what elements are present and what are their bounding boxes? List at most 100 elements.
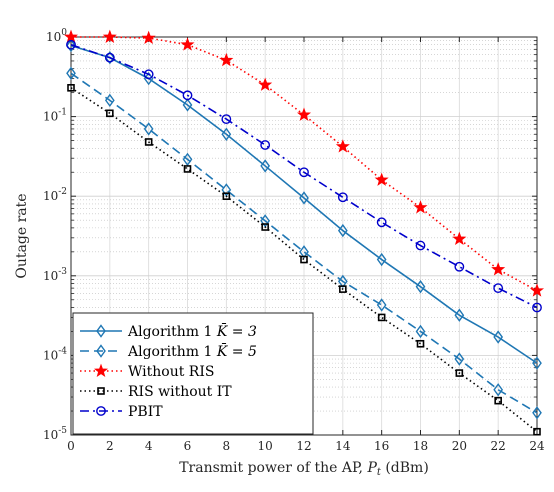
series-3 bbox=[67, 84, 541, 436]
series-point bbox=[529, 283, 545, 297]
x-tick-label: 6 bbox=[184, 439, 192, 453]
x-tick-label: 0 bbox=[67, 439, 75, 453]
series-point bbox=[454, 308, 465, 322]
series-point bbox=[221, 183, 232, 197]
y-tick-label: 10-2 bbox=[43, 187, 67, 203]
y-axis-ticks: 100 10-1 10-2 10-3 10-4 10-5 bbox=[43, 28, 537, 442]
series-point bbox=[452, 231, 467, 245]
series-line bbox=[70, 43, 538, 309]
series-point bbox=[219, 52, 234, 67]
x-tick-label: 12 bbox=[296, 439, 311, 453]
x-tick-label: 18 bbox=[413, 439, 428, 453]
series-point bbox=[221, 127, 232, 141]
legend-marker bbox=[96, 344, 106, 358]
x-tick-label: 2 bbox=[106, 439, 114, 453]
legend-box bbox=[72, 312, 314, 435]
series-layer bbox=[63, 29, 545, 436]
series-line bbox=[70, 72, 538, 414]
x-tick-label: 24 bbox=[529, 439, 545, 453]
series-point bbox=[63, 29, 79, 43]
series-point bbox=[339, 285, 347, 293]
y-tick-label: 10-5 bbox=[43, 426, 67, 442]
series-point bbox=[182, 98, 193, 112]
series-point bbox=[299, 191, 309, 205]
series-point bbox=[222, 192, 231, 200]
legend-label: Algorithm 1 K̄ = 3 bbox=[127, 322, 257, 340]
series-point bbox=[260, 140, 271, 150]
series-point bbox=[335, 139, 350, 153]
series-point bbox=[143, 122, 154, 136]
series-point bbox=[533, 427, 541, 436]
legend-label: Algorithm 1 K̄ = 5 bbox=[127, 342, 257, 360]
series-point bbox=[454, 352, 465, 366]
x-tick-label: 10 bbox=[258, 439, 273, 453]
x-tick-label: 14 bbox=[335, 439, 351, 453]
x-tick-label: 4 bbox=[145, 439, 153, 453]
y-axis-label: Outage rate bbox=[14, 193, 30, 278]
series-point bbox=[337, 192, 348, 203]
series-point bbox=[376, 252, 387, 267]
series-point bbox=[454, 261, 465, 272]
series-point bbox=[415, 240, 426, 251]
series-point bbox=[299, 167, 309, 178]
legend-label: RIS without IT bbox=[128, 384, 232, 400]
series-point bbox=[337, 223, 348, 238]
series-point bbox=[493, 330, 504, 344]
series-1 bbox=[66, 66, 542, 420]
series-point bbox=[104, 93, 115, 108]
x-tick-label: 22 bbox=[491, 439, 506, 453]
series-point bbox=[182, 90, 193, 101]
series-point bbox=[493, 383, 504, 397]
series-point bbox=[300, 255, 308, 264]
series-point bbox=[494, 396, 502, 405]
legend-label: PBIT bbox=[128, 404, 163, 420]
series-point bbox=[296, 107, 312, 121]
series-point bbox=[221, 114, 232, 125]
series-point bbox=[180, 37, 195, 51]
y-tick-label: 10-4 bbox=[43, 346, 67, 362]
legend-marker bbox=[96, 406, 106, 416]
y-tick-label: 10-1 bbox=[43, 108, 67, 124]
series-point bbox=[532, 356, 542, 370]
legend: Algorithm 1 K̄ = 3 Algorithm 1 K̄ = 5 With… bbox=[72, 312, 314, 435]
series-point bbox=[491, 262, 506, 276]
series-point bbox=[66, 66, 76, 80]
series-point bbox=[493, 283, 504, 294]
series-point bbox=[66, 38, 76, 53]
series-point bbox=[106, 109, 114, 118]
series-point bbox=[104, 50, 115, 65]
series-point bbox=[377, 313, 386, 322]
legend-label: Without RIS bbox=[128, 364, 214, 380]
series-point bbox=[261, 223, 269, 231]
series-point bbox=[102, 29, 117, 43]
series-point bbox=[413, 200, 428, 214]
series-point bbox=[415, 324, 426, 339]
series-point bbox=[260, 159, 271, 173]
series-point bbox=[66, 39, 76, 50]
x-tick-label: 8 bbox=[223, 439, 231, 453]
series-point bbox=[415, 279, 426, 294]
series-point bbox=[258, 77, 273, 91]
x-tick-label: 20 bbox=[452, 439, 467, 453]
series-point bbox=[141, 30, 156, 45]
series-line bbox=[70, 87, 538, 433]
series-point bbox=[376, 298, 387, 312]
y-tick-label: 10-3 bbox=[43, 267, 67, 283]
series-point bbox=[143, 69, 154, 80]
series-point bbox=[104, 52, 115, 63]
series-point bbox=[416, 339, 425, 348]
series-4 bbox=[66, 39, 542, 313]
series-point bbox=[374, 172, 389, 186]
series-point bbox=[532, 406, 542, 420]
series-point bbox=[67, 84, 75, 92]
series-point bbox=[182, 152, 193, 167]
x-axis-label: Transmit power of the AP, Pt (dBm) bbox=[179, 460, 429, 478]
series-point bbox=[144, 138, 153, 146]
series-point bbox=[455, 369, 464, 377]
x-tick-label: 16 bbox=[374, 439, 389, 453]
series-2 bbox=[63, 29, 545, 297]
series-point bbox=[376, 217, 387, 228]
series-point bbox=[143, 71, 154, 86]
y-tick-label: 100 bbox=[46, 28, 67, 44]
